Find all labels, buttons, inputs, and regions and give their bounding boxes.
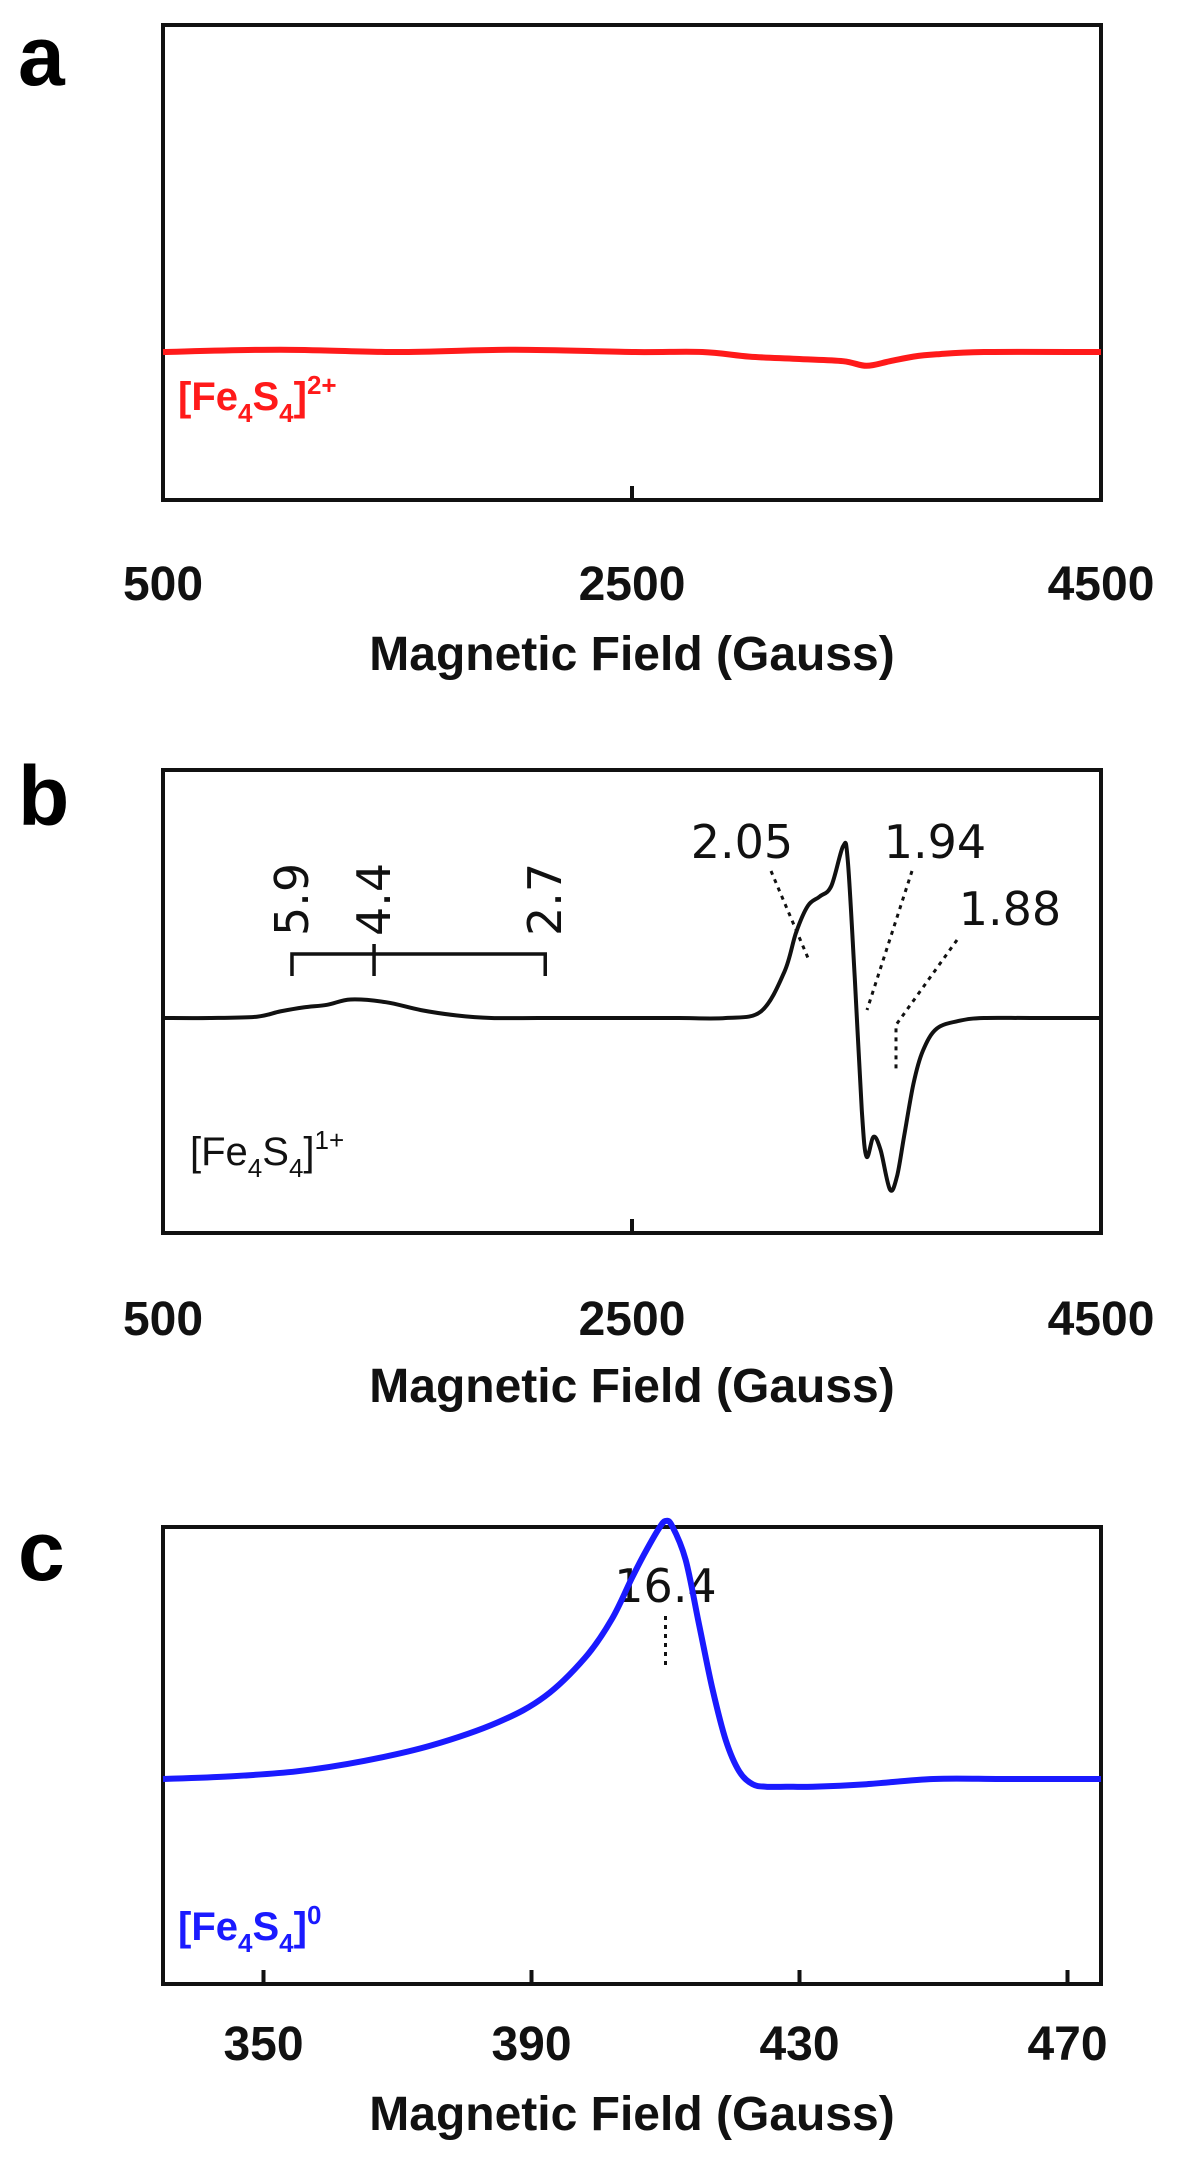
g-value-label: 2.05 bbox=[691, 815, 793, 869]
panel-b: b 500 2500 4500 5.9 4.4 2.7 2.05 1.94 1.88 [Fe… bbox=[18, 749, 1154, 1413]
spectrum-trace-b bbox=[162, 840, 1101, 1193]
x-axis-title-a: Magnetic Field (Gauss) bbox=[369, 628, 894, 681]
g-value-label: 5.9 bbox=[265, 863, 319, 936]
g-value-label: 4.4 bbox=[347, 863, 401, 936]
g-value-leader bbox=[894, 939, 959, 1070]
x-ticks-b: 500 2500 4500 bbox=[123, 1219, 1154, 1346]
panel-letter-b: b bbox=[18, 749, 69, 843]
plot-frame-c bbox=[161, 1525, 1103, 1986]
x-tick-label: 4500 bbox=[1048, 558, 1155, 611]
x-tick-label: 390 bbox=[491, 2018, 571, 2071]
x-ticks-a: 500 2500 4500 bbox=[123, 486, 1154, 611]
plot-frame-a bbox=[161, 23, 1103, 502]
g-value-leader bbox=[769, 870, 810, 959]
g-value-label: 1.94 bbox=[884, 815, 986, 869]
panel-letter-c: c bbox=[18, 1504, 65, 1598]
x-tick-label: 500 bbox=[123, 1293, 203, 1346]
g-bracket-line bbox=[290, 952, 547, 976]
species-label-b: [Fe4S4]1+ bbox=[190, 1125, 344, 1183]
x-tick-label: 500 bbox=[123, 558, 203, 611]
x-axis-title-c: Magnetic Field (Gauss) bbox=[369, 2088, 894, 2141]
spectrum-trace-a bbox=[162, 346, 1102, 369]
x-tick-label: 4500 bbox=[1048, 1293, 1155, 1346]
species-label-a: [Fe4S4]2+ bbox=[178, 370, 337, 428]
g-value-bracket: 5.9 4.4 2.7 bbox=[265, 863, 572, 976]
species-label-c: [Fe4S4]0 bbox=[178, 1900, 321, 1958]
g-value-label: 2.7 bbox=[518, 863, 572, 936]
x-ticks-c: 350 390 430 470 bbox=[223, 1970, 1108, 2071]
g-value-leader bbox=[865, 870, 914, 1011]
g-value-label: 1.88 bbox=[959, 882, 1061, 936]
spectrum-trace-c bbox=[162, 1517, 1101, 1790]
x-tick-label: 350 bbox=[223, 2018, 303, 2071]
x-tick-label: 470 bbox=[1027, 2018, 1107, 2071]
panel-letter-a: a bbox=[18, 9, 66, 103]
x-tick-label: 430 bbox=[759, 2018, 839, 2071]
x-tick-label: 2500 bbox=[579, 558, 686, 611]
x-tick-label: 2500 bbox=[579, 1293, 686, 1346]
x-axis-title-b: Magnetic Field (Gauss) bbox=[369, 1360, 894, 1413]
panel-c: c 350 390 430 470 16.4 [Fe4S4]0 Magnetic Fi… bbox=[18, 1504, 1108, 2141]
panel-a: a 500 2500 4500 [Fe4S4]2+ Magnetic Field (… bbox=[18, 9, 1154, 681]
g-value-annotations-b: 2.05 1.94 1.88 bbox=[691, 815, 1061, 1070]
